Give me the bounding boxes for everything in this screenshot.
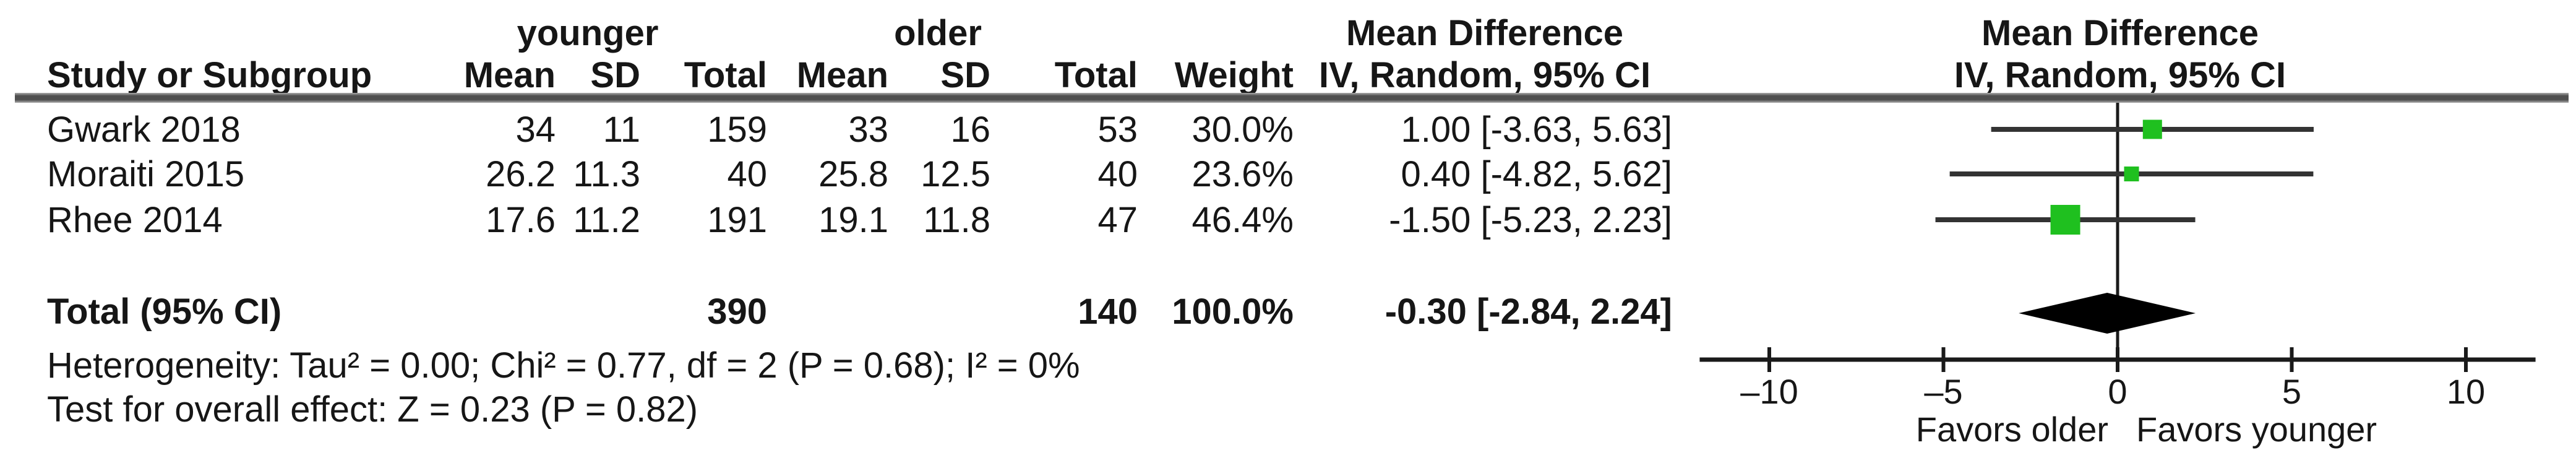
younger-mean-value: 26.2 (486, 154, 556, 194)
weight-value: 46.4% (1191, 200, 1294, 240)
younger-sd-value: 11.2 (573, 200, 640, 240)
favors-right-label: Favors younger (2136, 410, 2377, 449)
pooled-diamond (2019, 293, 2196, 334)
younger-mean-value: 34 (515, 110, 556, 150)
group-header-younger: younger (517, 13, 659, 53)
older-total-value: 40 (1097, 154, 1138, 194)
older-sd-value: 16 (950, 110, 990, 150)
header-separator-line (15, 93, 2569, 103)
total-younger-n: 390 (707, 292, 767, 332)
axis-tick-label: 0 (2108, 372, 2127, 411)
column-header-mean-older: Mean (796, 55, 888, 95)
heterogeneity-text: Heterogeneity: Tau² = 0.00; Chi² = 0.77,… (47, 345, 1080, 386)
younger-mean-value: 17.6 (486, 200, 556, 240)
study-label: Rhee 2014 (47, 200, 223, 240)
younger-total-value: 40 (727, 154, 767, 194)
total-row-label: Total (95% CI) (47, 292, 282, 332)
older-mean-value: 25.8 (818, 154, 888, 194)
older-total-value: 53 (1097, 110, 1138, 150)
column-header-total-younger: Total (684, 55, 767, 95)
column-header-total-older: Total (1054, 55, 1138, 95)
weight-value: 30.0% (1191, 110, 1294, 150)
total-older-n: 140 (1078, 292, 1138, 332)
study-label: Moraiti 2015 (47, 154, 245, 194)
effect-square (2050, 205, 2080, 235)
axis-tick-label: 5 (2282, 372, 2302, 411)
effect-square (2124, 167, 2139, 181)
column-header-weight: Weight (1174, 55, 1294, 95)
effect-column-subtitle: IV, Random, 95% CI (1318, 55, 1651, 95)
study-label: Gwark 2018 (47, 110, 241, 150)
older-sd-value: 11.8 (923, 200, 990, 240)
column-header-mean-younger: Mean (463, 55, 556, 95)
weight-value: 23.6% (1191, 154, 1294, 194)
favors-left-label: Favors older (1915, 410, 2108, 449)
ci-text-value: 1.00 [-3.63, 5.63] (1401, 110, 1672, 150)
older-mean-value: 19.1 (818, 200, 888, 240)
older-mean-value: 33 (848, 110, 888, 150)
axis-tick-label: –5 (1924, 372, 1963, 411)
younger-total-value: 191 (707, 200, 767, 240)
effect-square (2142, 119, 2162, 139)
column-header-sd-older: SD (940, 55, 990, 95)
plot-title: Mean Difference (1981, 13, 2259, 53)
older-total-value: 47 (1097, 200, 1138, 240)
ci-text-value: 0.40 [-4.82, 5.62] (1401, 154, 1672, 194)
overall-effect-text: Test for overall effect: Z = 0.23 (P = 0… (47, 389, 698, 430)
group-header-older: older (894, 13, 982, 53)
total-weight: 100.0% (1172, 292, 1294, 332)
younger-sd-value: 11.3 (573, 154, 640, 194)
ci-text-value: -1.50 [-5.23, 2.23] (1389, 200, 1672, 240)
effect-column-title: Mean Difference (1346, 13, 1624, 53)
axis-tick-label: 10 (2446, 372, 2486, 411)
older-sd-value: 12.5 (921, 154, 990, 194)
younger-total-value: 159 (707, 110, 767, 150)
column-header-sd-younger: SD (590, 55, 640, 95)
younger-sd-value: 11 (603, 110, 640, 150)
plot-subtitle: IV, Random, 95% CI (1954, 55, 2286, 95)
total-ci-text: -0.30 [-2.84, 2.24] (1385, 292, 1672, 332)
column-header-study: Study or Subgroup (47, 55, 372, 95)
axis-tick-label: –10 (1740, 372, 1798, 411)
